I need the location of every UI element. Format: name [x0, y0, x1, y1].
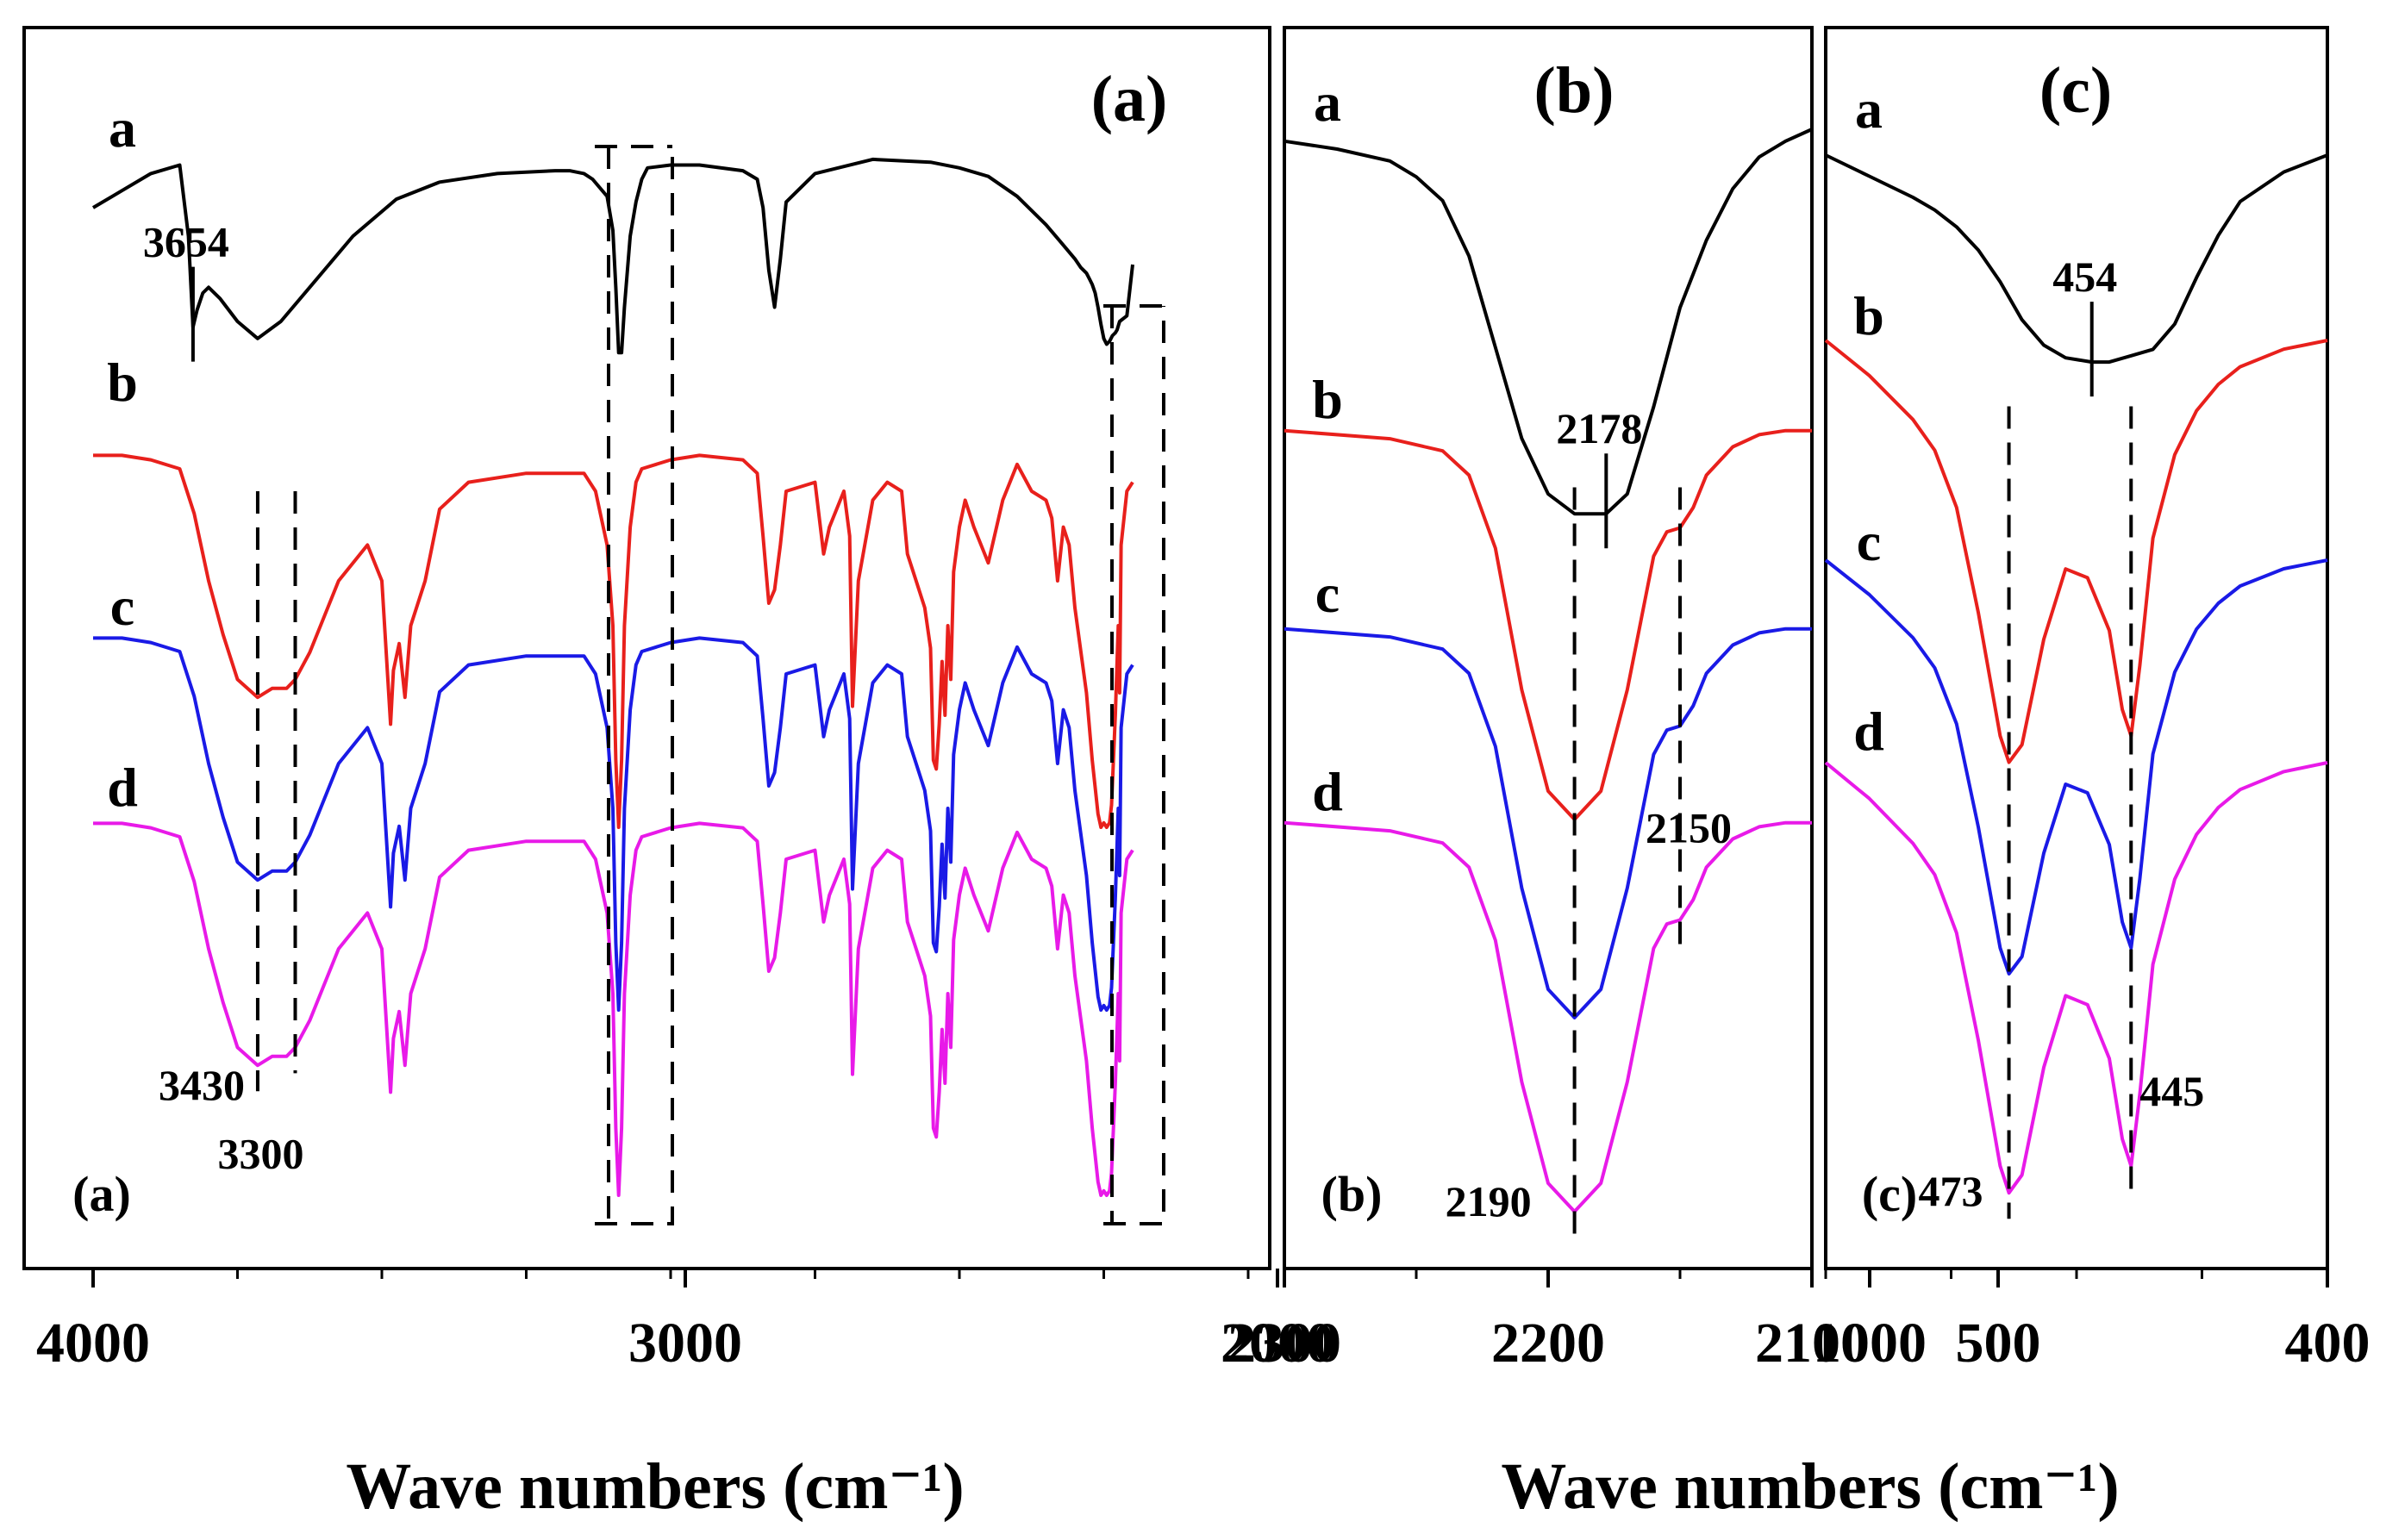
panel-a-peak-label-3654: 3654	[143, 218, 229, 266]
panel-b-peak-label-2190: 2190	[1446, 1177, 1532, 1225]
panel-c-curve-label-d: d	[1853, 701, 1884, 762]
panel-a-corner-label: (a)	[72, 1166, 131, 1222]
panel-a-series-a	[91, 157, 1134, 355]
panel-c-guides	[2007, 302, 2133, 1219]
panel-b-curve-label-a: a	[1314, 72, 1341, 133]
panel-b-curve-label-c: c	[1315, 563, 1340, 624]
xlabel-right: Wave numbers (cm⁻¹)	[1501, 1450, 2119, 1523]
panel-b-tick-label-2300: 2300	[1227, 1312, 1341, 1375]
panel-b-series-c	[1284, 627, 1812, 1019]
panel-c-curves	[1824, 153, 2328, 1195]
panel-a-tick-label-1000: 1000	[1813, 1312, 1927, 1375]
panel-b-ticks: 2300 2200 2100	[1227, 1269, 1869, 1375]
panel-c-curve-label-b: b	[1853, 285, 1884, 346]
panel-b-peak-label-2178: 2178	[1556, 404, 1642, 452]
panel-a-peak-label-3430: 3430	[159, 1061, 245, 1109]
zoom-box-2300-2100	[595, 145, 674, 1225]
panel-a: a b c d 3654 3430 3300 4000 3000 2000 1000 (a) (a…	[22, 26, 1927, 1375]
panel-b-corner-label: (b)	[1321, 1166, 1383, 1222]
panel-c-series-d	[1824, 761, 2328, 1195]
panel-c-peak-label-445: 445	[2139, 1067, 2204, 1115]
panel-b: a b c d 2178 2190 2150 2300 2200 2100 (b) (b)	[1227, 26, 1869, 1375]
panel-c-series-a	[1825, 153, 2328, 365]
xlabel-left: Wave numbers (cm⁻¹)	[346, 1450, 964, 1523]
panel-b-labels: a b c d 2178 2190 2150	[1312, 72, 1732, 1225]
panel-c-corner-label: (c)	[1862, 1166, 1917, 1222]
panel-a-frame	[22, 26, 1271, 1270]
panel-c-title: (c)	[2039, 54, 2112, 127]
panel-a-tick-label-4000: 4000	[36, 1312, 150, 1375]
panel-c-series-b	[1824, 339, 2328, 764]
panel-c-tick-label-400: 400	[2285, 1312, 2370, 1375]
panel-b-peak-label-2150: 2150	[1646, 804, 1732, 852]
zoom-boxes	[595, 145, 1165, 1225]
panel-b-tick-label-2100: 2100	[1755, 1312, 1869, 1375]
panel-a-ticks: 4000 3000 2000 1000	[36, 1269, 1927, 1375]
zoom-box-515-400	[1103, 304, 1165, 1225]
panel-a-curve-label-a: a	[109, 97, 136, 159]
panel-b-guides	[1572, 453, 1682, 1238]
panel-a-tick-label-3000: 3000	[628, 1312, 742, 1375]
panel-a-curve-label-d: d	[107, 757, 138, 818]
panel-b-series-a	[1284, 128, 1813, 516]
panel-b-series-b	[1284, 428, 1812, 821]
panel-a-title: (a)	[1091, 63, 1168, 135]
panel-c-curve-label-a: a	[1855, 78, 1883, 140]
panel-c-series-c	[1824, 558, 2328, 976]
panel-a-labels: a b c d 3654 3430 3300	[107, 97, 303, 1177]
panel-a-curve-label-b: b	[107, 352, 138, 413]
panel-a-series-b	[93, 453, 1134, 829]
panel-b-tick-label-2200: 2200	[1491, 1312, 1605, 1375]
panel-a-series-c	[93, 636, 1134, 1012]
panel-c-ticks: 500 400	[1824, 1269, 2370, 1375]
panel-c: a b c d 454 473 445 500 400 (c) (c)	[1824, 26, 2370, 1375]
panel-c-labels: a b c d 454 473 445	[1853, 78, 2204, 1215]
panel-a-tick-label-2000: 2000	[1221, 1312, 1334, 1375]
panel-c-curve-label-c: c	[1857, 511, 1881, 572]
panel-b-title: (b)	[1534, 54, 1615, 127]
panel-a-curves	[91, 157, 1134, 1197]
panel-b-series-d	[1284, 820, 1812, 1213]
panel-c-peak-label-454: 454	[2052, 253, 2117, 301]
panel-a-series-d	[93, 821, 1134, 1197]
panel-c-peak-label-473: 473	[1919, 1167, 1983, 1215]
panel-b-curve-label-d: d	[1312, 761, 1343, 822]
panel-a-peak-label-3300: 3300	[218, 1129, 304, 1177]
panel-a-guides	[191, 266, 297, 1092]
panel-c-tick-label-500: 500	[1956, 1312, 2041, 1375]
panel-b-curves	[1284, 128, 1813, 1213]
panel-b-curve-label-b: b	[1312, 369, 1343, 430]
panel-a-curve-label-c: c	[110, 576, 134, 637]
